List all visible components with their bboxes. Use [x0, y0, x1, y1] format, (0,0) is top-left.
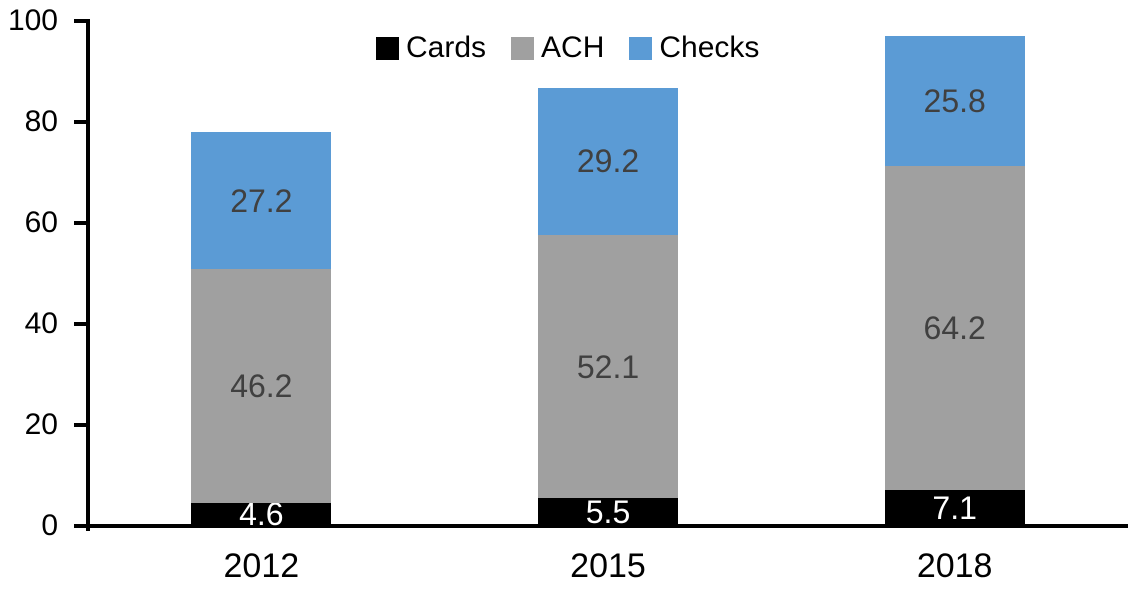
bar-segment-label: 64.2 — [923, 310, 986, 347]
bar-segment-label: 29.2 — [576, 143, 640, 180]
bar-segment-label: 25.8 — [923, 82, 986, 119]
y-axis-tick — [74, 322, 88, 326]
bar-segment-checks-2015 — [538, 87, 678, 236]
y-axis-tick — [74, 120, 88, 124]
legend-item-cards: Cards — [376, 33, 486, 63]
y-axis-tick — [74, 524, 88, 528]
bar-segment-checks-2018 — [884, 35, 1025, 166]
bar-segment-ach-2015 — [538, 235, 678, 499]
y-axis-tick-label: 20 — [24, 408, 58, 441]
bar-segment-label: 7.1 — [932, 490, 977, 527]
y-axis-tick-label: 80 — [24, 105, 58, 138]
y-axis-line — [86, 19, 90, 531]
legend-swatch-checks — [629, 36, 653, 60]
bar-segment-cards-2018 — [884, 490, 1025, 526]
legend-label-checks: Checks — [659, 31, 760, 64]
x-axis-category-label: 2015 — [570, 547, 646, 585]
bar-segment-label: 52.1 — [576, 348, 640, 385]
bar-segment-checks-2012 — [191, 132, 332, 270]
legend-swatch-cards — [376, 36, 399, 60]
chart-legend: Cards ACH Checks — [376, 33, 759, 63]
y-axis-tick-label: 0 — [41, 509, 58, 542]
y-axis-tick — [74, 423, 88, 427]
bar-segment-cards-2015 — [538, 498, 678, 526]
y-axis-tick-label: 60 — [24, 206, 58, 239]
legend-label-ach: ACH — [541, 31, 605, 64]
y-axis-tick-label: 100 — [7, 4, 58, 37]
bar-segment-label: 5.5 — [585, 494, 631, 531]
y-axis-tick — [74, 19, 88, 23]
y-axis-tick-label: 40 — [24, 307, 58, 340]
bar-segment-label: 46.2 — [230, 368, 293, 405]
bar-segment-ach-2018 — [884, 165, 1025, 491]
bar-segment-ach-2012 — [191, 269, 332, 503]
legend-item-ach: ACH — [511, 33, 604, 63]
bar-segment-cards-2012 — [191, 502, 332, 526]
legend-swatch-ach — [511, 36, 535, 60]
legend-item-checks: Checks — [629, 33, 759, 63]
bar-segment-label: 27.2 — [230, 182, 293, 219]
x-axis-line — [86, 524, 1128, 528]
x-axis-category-label: 2012 — [223, 547, 300, 585]
legend-label-cards: Cards — [406, 31, 487, 64]
bar-segment-label: 4.6 — [239, 496, 284, 533]
y-axis-tick — [74, 221, 88, 225]
x-axis-category-label: 2018 — [916, 547, 993, 585]
